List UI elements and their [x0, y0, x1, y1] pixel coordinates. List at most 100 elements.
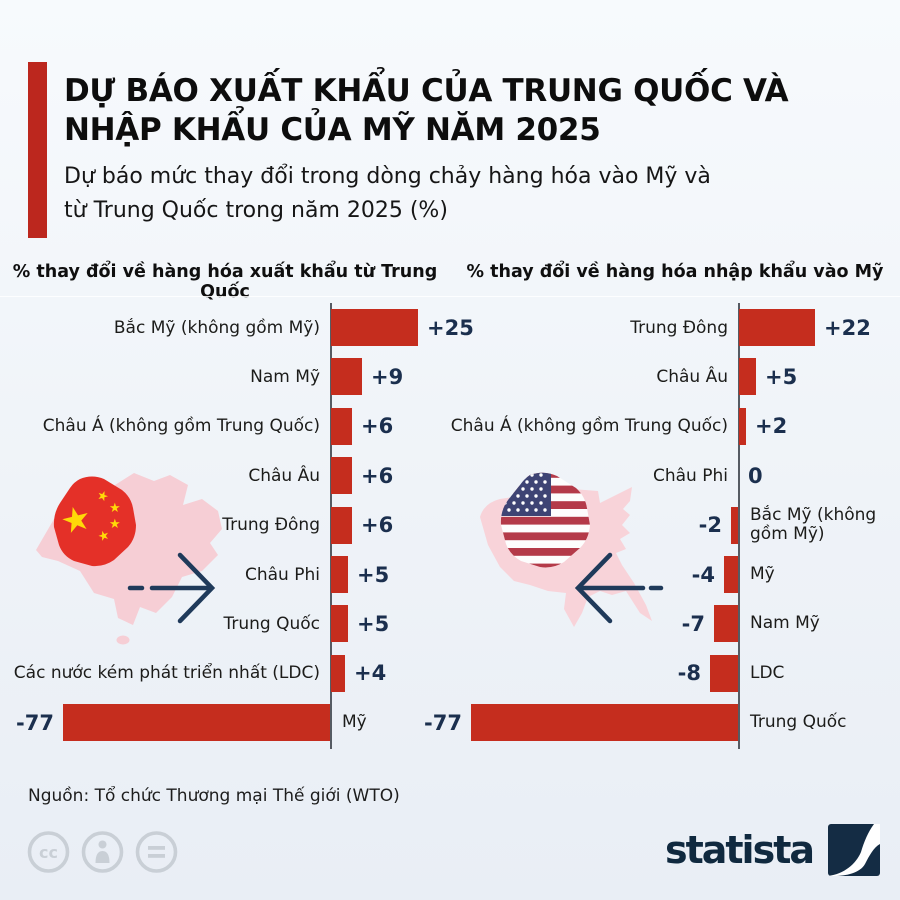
- value-label: +5: [765, 365, 798, 390]
- source-note: Nguồn: Tổ chức Thương mại Thế giới (WTO): [28, 786, 400, 806]
- value-label: -2: [698, 513, 722, 538]
- bar: [331, 556, 348, 593]
- bar-row: Trung Đông +6: [0, 501, 450, 550]
- us-map-illustration: [480, 472, 664, 627]
- value-label: +22: [824, 315, 871, 340]
- value-label: -77: [424, 710, 462, 735]
- bar-row: Bắc Mỹ (không gồm Mỹ) -2: [450, 501, 900, 550]
- bar-row: Mỹ -4: [450, 550, 900, 599]
- bar: [731, 506, 738, 544]
- value-label: +25: [427, 315, 474, 340]
- category-label: LDC: [750, 662, 785, 683]
- category-label: Nam Mỹ: [250, 367, 320, 388]
- bar-row: Châu Á (không gồm Trung Quốc) +6: [0, 402, 450, 451]
- china-map-illustration: ★ ★ ★ ★ ★: [36, 473, 222, 645]
- category-label: Các nước kém phát triển nhất (LDC): [13, 663, 320, 684]
- category-label: Nam Mỹ: [750, 613, 820, 634]
- china-flag-small-star-icon: ★: [109, 501, 121, 516]
- bar-row: Bắc Mỹ (không gồm Mỹ) +25: [0, 303, 474, 352]
- category-label: Trung Quốc: [223, 614, 320, 635]
- bar-row: Trung Quốc -77: [424, 698, 900, 747]
- bar-row: LDC -8: [450, 649, 900, 698]
- us-flag-badge: [500, 472, 591, 568]
- svg-text:cc: cc: [39, 843, 58, 862]
- value-label: +9: [371, 365, 404, 390]
- bar-row: Trung Quốc +5: [0, 599, 450, 648]
- bar: [724, 556, 738, 593]
- equals-icon[interactable]: [135, 831, 178, 873]
- value-label: -7: [681, 612, 705, 637]
- bar-row: Châu Âu +5: [450, 352, 900, 401]
- value-label: +6: [361, 463, 394, 488]
- value-label: +2: [755, 414, 788, 439]
- value-label: +6: [361, 414, 394, 439]
- bar-row: Nam Mỹ +9: [0, 352, 450, 401]
- bar: [714, 605, 738, 643]
- page-title-line2: NHẬP KHẨU CỦA MỸ NĂM 2025: [64, 112, 601, 148]
- value-label: +6: [361, 513, 394, 538]
- category-label: Châu Âu: [656, 367, 728, 388]
- bar: [331, 309, 418, 346]
- page-subtitle-line2: từ Trung Quốc trong năm 2025 (%): [64, 198, 448, 223]
- bar-row: Các nước kém phát triển nhất (LDC) +4: [0, 649, 450, 698]
- bar: [331, 407, 352, 445]
- page-title-line1: DỰ BÁO XUẤT KHẨU CỦA TRUNG QUỐC VÀ: [64, 73, 789, 109]
- china-flag-small-star-icon: ★: [95, 488, 111, 506]
- statista-logo-text: statista: [664, 828, 815, 872]
- hainan-island: [116, 635, 130, 645]
- bar-row: Châu Phi 0: [450, 451, 900, 500]
- attribution-person-icon[interactable]: [81, 831, 124, 873]
- category-label: Trung Quốc: [750, 712, 847, 733]
- page-subtitle-line1: Dự báo mức thay đổi trong dòng chảy hàng…: [64, 164, 711, 189]
- axis-line: [738, 303, 740, 749]
- statista-logo-mark-icon: [828, 824, 880, 876]
- statista-logo[interactable]: statista: [665, 824, 880, 876]
- bar-row: Châu Phi +5: [0, 550, 450, 599]
- value-label: +5: [357, 612, 390, 637]
- bar: [331, 506, 352, 544]
- value-label: -8: [677, 661, 701, 686]
- title-accent-bar: [28, 62, 47, 238]
- china-flag-small-star-icon: ★: [96, 528, 112, 546]
- bar: [739, 407, 746, 445]
- category-label: Châu Á (không gồm Trung Quốc): [42, 416, 320, 437]
- category-label: Châu Á (không gồm Trung Quốc): [450, 416, 728, 437]
- category-label: Châu Phi: [245, 564, 320, 585]
- category-label: Bắc Mỹ (không gồm Mỹ): [750, 504, 877, 545]
- category-label: Châu Âu: [248, 465, 320, 486]
- bar-row: Trung Đông +22: [450, 303, 900, 352]
- cc-license-bar: cc: [27, 831, 178, 873]
- bar: [331, 457, 352, 495]
- bar: [739, 358, 756, 396]
- page-subtitle: Dự báo mức thay đổi trong dòng chảy hàng…: [64, 160, 711, 228]
- right-chart-title: % thay đổi về hàng hóa nhập khẩu vào Mỹ: [466, 262, 884, 282]
- category-label: Châu Phi: [653, 465, 728, 486]
- bar-row: Châu Âu +6: [0, 451, 450, 500]
- bar-row: Mỹ -77: [0, 698, 450, 747]
- bar: [471, 704, 738, 742]
- value-label: +5: [357, 562, 390, 587]
- category-label: Mỹ: [750, 563, 775, 584]
- bar: [331, 605, 348, 643]
- bar: [331, 654, 345, 692]
- section-divider: [0, 296, 900, 297]
- category-label: Trung Đông: [630, 317, 728, 338]
- value-label: 0: [748, 463, 763, 488]
- bar-row: Nam Mỹ -7: [450, 599, 900, 648]
- bar-row: Châu Á (không gồm Trung Quốc) +2: [450, 402, 900, 451]
- value-label: +4: [354, 661, 387, 686]
- value-label: -77: [16, 710, 54, 735]
- category-label: Bắc Mỹ (không gồm Mỹ): [113, 317, 320, 338]
- export-arrow-right-icon: [127, 552, 216, 624]
- bar: [739, 309, 815, 346]
- bar: [331, 358, 362, 396]
- bar: [63, 704, 330, 742]
- value-label: -4: [691, 562, 715, 587]
- cc-icon[interactable]: cc: [27, 831, 70, 873]
- china-flag-badge: [53, 476, 136, 567]
- china-exports-chart: Bắc Mỹ (không gồm Mỹ) +25 Nam Mỹ +9 Châu Á (…: [0, 303, 474, 749]
- us-imports-chart: Trung Đông +22 Châu Âu +5 Châu Á (không gồm …: [424, 303, 900, 749]
- page-title: DỰ BÁO XUẤT KHẨU CỦA TRUNG QUỐC VÀ NHẬP …: [64, 72, 789, 150]
- bar: [710, 654, 738, 692]
